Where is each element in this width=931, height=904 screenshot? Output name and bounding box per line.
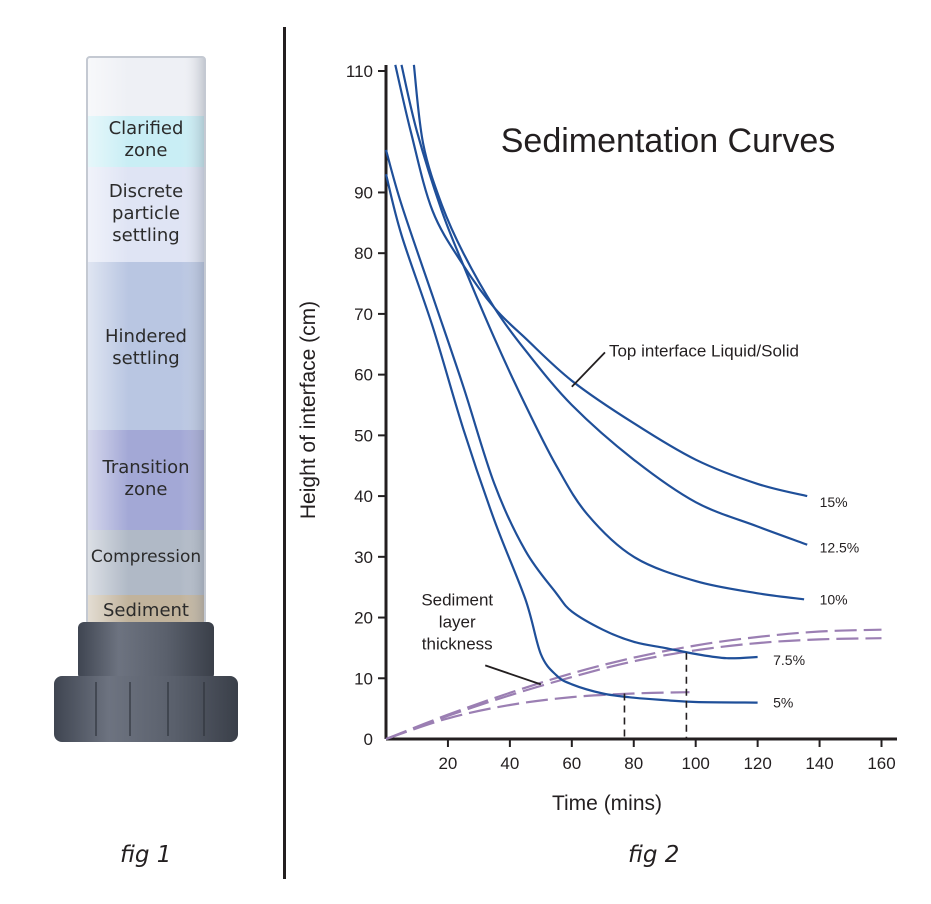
settling-curve-7-5pct bbox=[384, 149, 758, 660]
sediment-curve-0 bbox=[385, 628, 882, 741]
y-tick-label: 80 bbox=[354, 244, 373, 263]
annotation-1: Sediment layer thickness bbox=[421, 590, 493, 653]
chart-title: Sedimentation Curves bbox=[501, 122, 836, 160]
cylinder-cap-lower bbox=[54, 676, 238, 742]
zone-label-sediment: Sediment bbox=[102, 600, 189, 621]
annotation-pointer-1 bbox=[484, 664, 542, 686]
fig1-caption: fig 1 bbox=[120, 842, 172, 868]
annotation-pointer-0 bbox=[571, 351, 606, 388]
curve-end-label: 5% bbox=[773, 695, 793, 711]
x-tick-label: 120 bbox=[743, 754, 771, 773]
y-tick-label: 60 bbox=[354, 366, 373, 385]
zone-label-clarified: Clarified zone bbox=[108, 118, 184, 161]
settling-cylinder-figure: Clarified zone Discrete particle settlin… bbox=[0, 0, 285, 900]
x-tick-label: 80 bbox=[624, 754, 643, 773]
x-tick-label: 100 bbox=[682, 754, 710, 773]
settling-curve-12-5pct bbox=[412, 64, 808, 546]
x-tick-label: 160 bbox=[867, 754, 895, 773]
y-tick-label: 50 bbox=[354, 426, 373, 445]
zone-label-transition: Transition zone bbox=[102, 457, 190, 500]
y-tick-label: 70 bbox=[354, 305, 373, 324]
fig2-caption: fig 2 bbox=[628, 842, 680, 868]
y-axis-label: Height of interface (cm) bbox=[297, 301, 320, 519]
y-tick-label: 0 bbox=[364, 730, 373, 749]
y-tick-label: 110 bbox=[346, 62, 373, 81]
settling-cylinder-graphic bbox=[54, 56, 238, 742]
y-tick-label: 10 bbox=[354, 669, 373, 688]
curve-end-label: 15% bbox=[820, 494, 848, 510]
chart-canvas: Sedimentation Curves Height of interface… bbox=[297, 62, 897, 815]
y-tick-label: 40 bbox=[354, 487, 373, 506]
settling-curve-5pct bbox=[384, 173, 758, 704]
annotation-0: Top interface Liquid/Solid bbox=[609, 341, 799, 360]
x-tick-label: 60 bbox=[562, 754, 581, 773]
curve-end-label: 10% bbox=[820, 591, 848, 607]
cylinder-cap-upper bbox=[78, 622, 214, 680]
settling-curve-15pct bbox=[394, 64, 808, 498]
curve-end-label: 12.5% bbox=[820, 540, 860, 556]
x-axis-label: Time (mins) bbox=[552, 792, 662, 815]
x-tick-label: 20 bbox=[438, 754, 457, 773]
zone-label-hindered-settling: Hindered settling bbox=[105, 326, 187, 369]
curve-end-label: 7.5% bbox=[773, 652, 805, 668]
x-tick-label: 40 bbox=[500, 754, 519, 773]
figure-divider bbox=[283, 27, 286, 879]
y-tick-label: 30 bbox=[354, 548, 373, 567]
x-tick-label: 140 bbox=[805, 754, 833, 773]
cylinder-glass-shine bbox=[88, 58, 204, 623]
y-tick-label: 90 bbox=[354, 183, 373, 202]
y-tick-label: 20 bbox=[354, 609, 373, 628]
sedimentation-chart: Sedimentation Curves Height of interface… bbox=[287, 0, 931, 900]
sediment-curve-2 bbox=[385, 691, 690, 741]
sediment-curve-1 bbox=[385, 637, 882, 741]
settling-curve-10pct bbox=[400, 64, 805, 601]
zone-label-discrete-settling: Discrete particle settling bbox=[108, 181, 184, 246]
zone-label-compression: Compression bbox=[90, 547, 202, 567]
